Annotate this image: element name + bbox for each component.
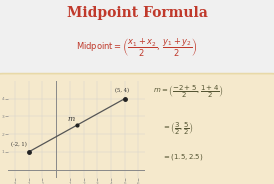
Text: Midpoint Formula: Midpoint Formula: [67, 6, 207, 20]
FancyBboxPatch shape: [0, 74, 274, 184]
Text: $m = \left(\dfrac{-2+5}{2},\dfrac{1+4}{2}\right)$: $m = \left(\dfrac{-2+5}{2},\dfrac{1+4}{2…: [153, 84, 224, 100]
Text: (5, 4): (5, 4): [115, 88, 129, 93]
Text: (-2, 1): (-2, 1): [11, 141, 27, 147]
Text: $= \left(\dfrac{3}{2},\dfrac{5}{2}\right)$: $= \left(\dfrac{3}{2},\dfrac{5}{2}\right…: [162, 121, 193, 137]
Text: $\mathrm{Midpoint} = \left(\dfrac{x_1+x_2}{2},\,\dfrac{y_1+y_2}{2}\right)$: $\mathrm{Midpoint} = \left(\dfrac{x_1+x_…: [76, 37, 198, 59]
Text: $= (1.5, 2.5)$: $= (1.5, 2.5)$: [162, 152, 203, 162]
Text: m: m: [67, 115, 74, 123]
